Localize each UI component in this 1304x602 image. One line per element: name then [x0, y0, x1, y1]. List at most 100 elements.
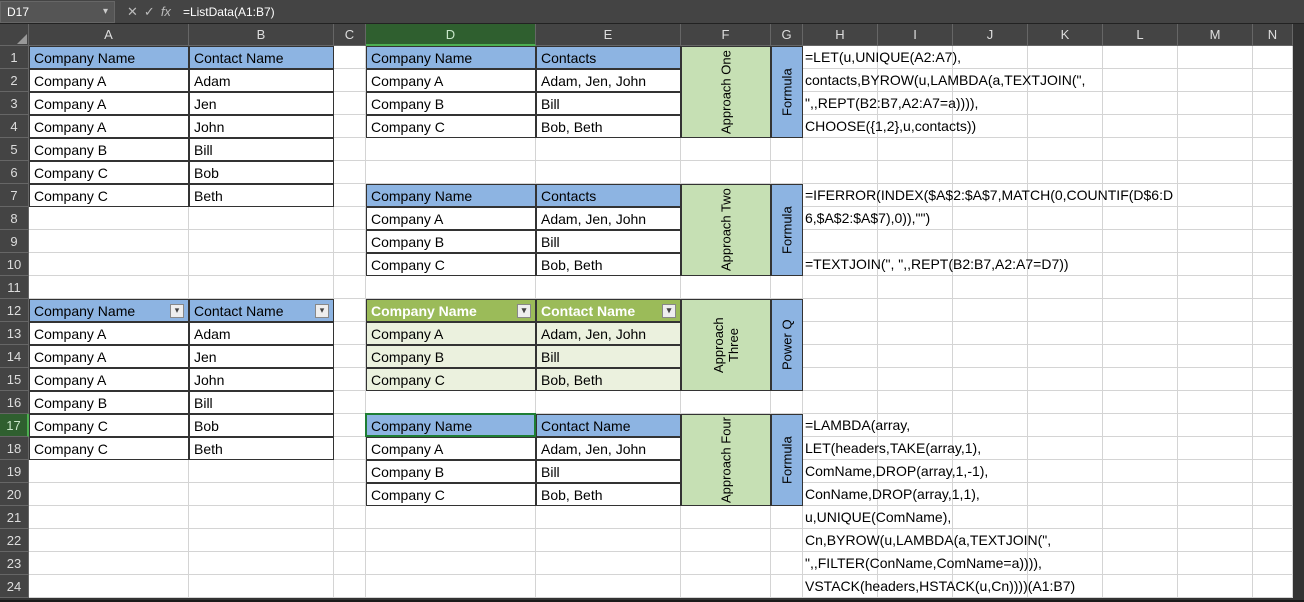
- cell-G21[interactable]: [771, 506, 803, 529]
- cell-B1[interactable]: Contact Name: [189, 46, 334, 69]
- cell-F22[interactable]: [681, 529, 771, 552]
- cell-N10[interactable]: [1253, 253, 1293, 276]
- column-header-J[interactable]: J: [953, 24, 1028, 46]
- cell-D14[interactable]: Company B: [366, 345, 536, 368]
- cell-C11[interactable]: [334, 276, 366, 299]
- cell-E15[interactable]: Bob, Beth: [536, 368, 681, 391]
- cell-K12[interactable]: [1028, 299, 1103, 322]
- cell-N16[interactable]: [1253, 391, 1293, 414]
- cell-E6[interactable]: [536, 161, 681, 184]
- cell-J17[interactable]: [953, 414, 1028, 437]
- cell-J6[interactable]: [953, 161, 1028, 184]
- cell-A16[interactable]: Company B: [29, 391, 189, 414]
- cell-M6[interactable]: [1178, 161, 1253, 184]
- row-header-17[interactable]: 17: [0, 414, 29, 437]
- cell-C10[interactable]: [334, 253, 366, 276]
- cell-E14[interactable]: Bill: [536, 345, 681, 368]
- cell-L12[interactable]: [1103, 299, 1178, 322]
- cell-C4[interactable]: [334, 115, 366, 138]
- cell-K11[interactable]: [1028, 276, 1103, 299]
- cell-M19[interactable]: [1178, 460, 1253, 483]
- cell-K9[interactable]: [1028, 230, 1103, 253]
- cell-B17[interactable]: Bob: [189, 414, 334, 437]
- cell-N17[interactable]: [1253, 414, 1293, 437]
- cell-N18[interactable]: [1253, 437, 1293, 460]
- cell-L6[interactable]: [1103, 161, 1178, 184]
- cell-L5[interactable]: [1103, 138, 1178, 161]
- cell-I13[interactable]: [878, 322, 953, 345]
- row-header-2[interactable]: 2: [0, 69, 29, 92]
- row-header-15[interactable]: 15: [0, 368, 29, 391]
- cell-D8[interactable]: Company A: [366, 207, 536, 230]
- cell-C19[interactable]: [334, 460, 366, 483]
- cell-E23[interactable]: [536, 552, 681, 575]
- cell-M23[interactable]: [1178, 552, 1253, 575]
- cell-M18[interactable]: [1178, 437, 1253, 460]
- fx-icon[interactable]: fx: [161, 4, 171, 19]
- cell-M4[interactable]: [1178, 115, 1253, 138]
- cell-M24[interactable]: [1178, 575, 1253, 598]
- cell-N23[interactable]: [1253, 552, 1293, 575]
- accept-icon[interactable]: ✓: [144, 4, 155, 20]
- row-header-14[interactable]: 14: [0, 345, 29, 368]
- cell-N1[interactable]: [1253, 46, 1293, 69]
- cell-C6[interactable]: [334, 161, 366, 184]
- cell-J12[interactable]: [953, 299, 1028, 322]
- cell-B24[interactable]: [189, 575, 334, 598]
- cell-M21[interactable]: [1178, 506, 1253, 529]
- cell-H11[interactable]: [803, 276, 878, 299]
- cell-D12[interactable]: Company Name▾: [366, 299, 536, 322]
- row-header-1[interactable]: 1: [0, 46, 29, 69]
- column-header-L[interactable]: L: [1103, 24, 1178, 46]
- cell-E13[interactable]: Adam, Jen, John: [536, 322, 681, 345]
- cell-B22[interactable]: [189, 529, 334, 552]
- cell-A6[interactable]: Company C: [29, 161, 189, 184]
- cell-K6[interactable]: [1028, 161, 1103, 184]
- cell-D5[interactable]: [366, 138, 536, 161]
- cell-M5[interactable]: [1178, 138, 1253, 161]
- cell-L1[interactable]: [1103, 46, 1178, 69]
- cell-C23[interactable]: [334, 552, 366, 575]
- cell-D17[interactable]: Company Name: [366, 414, 536, 437]
- cell-J8[interactable]: [953, 207, 1028, 230]
- cell-N11[interactable]: [1253, 276, 1293, 299]
- cell-G24[interactable]: [771, 575, 803, 598]
- cell-G5[interactable]: [771, 138, 803, 161]
- cell-B19[interactable]: [189, 460, 334, 483]
- cell-K14[interactable]: [1028, 345, 1103, 368]
- cell-A18[interactable]: Company C: [29, 437, 189, 460]
- cell-L18[interactable]: [1103, 437, 1178, 460]
- cell-K21[interactable]: [1028, 506, 1103, 529]
- column-header-D[interactable]: D: [366, 24, 536, 46]
- cell-N13[interactable]: [1253, 322, 1293, 345]
- cell-M9[interactable]: [1178, 230, 1253, 253]
- cell-L16[interactable]: [1103, 391, 1178, 414]
- cell-I9[interactable]: [878, 230, 953, 253]
- cell-M12[interactable]: [1178, 299, 1253, 322]
- cell-H5[interactable]: [803, 138, 878, 161]
- cell-M8[interactable]: [1178, 207, 1253, 230]
- cell-A1[interactable]: Company Name: [29, 46, 189, 69]
- filter-dropdown-icon[interactable]: ▾: [662, 304, 676, 318]
- cell-E11[interactable]: [536, 276, 681, 299]
- cell-I14[interactable]: [878, 345, 953, 368]
- cell-H16[interactable]: [803, 391, 878, 414]
- cell-L10[interactable]: [1103, 253, 1178, 276]
- column-header-K[interactable]: K: [1028, 24, 1103, 46]
- row-header-20[interactable]: 20: [0, 483, 29, 506]
- cell-D3[interactable]: Company B: [366, 92, 536, 115]
- cell-N12[interactable]: [1253, 299, 1293, 322]
- cell-F23[interactable]: [681, 552, 771, 575]
- cell-D21[interactable]: [366, 506, 536, 529]
- cell-A13[interactable]: Company A: [29, 322, 189, 345]
- cell-M22[interactable]: [1178, 529, 1253, 552]
- cell-L4[interactable]: [1103, 115, 1178, 138]
- cell-J15[interactable]: [953, 368, 1028, 391]
- row-header-7[interactable]: 7: [0, 184, 29, 207]
- cell-N21[interactable]: [1253, 506, 1293, 529]
- cell-H14[interactable]: [803, 345, 878, 368]
- row-header-3[interactable]: 3: [0, 92, 29, 115]
- cell-D4[interactable]: Company C: [366, 115, 536, 138]
- cell-E5[interactable]: [536, 138, 681, 161]
- cell-N2[interactable]: [1253, 69, 1293, 92]
